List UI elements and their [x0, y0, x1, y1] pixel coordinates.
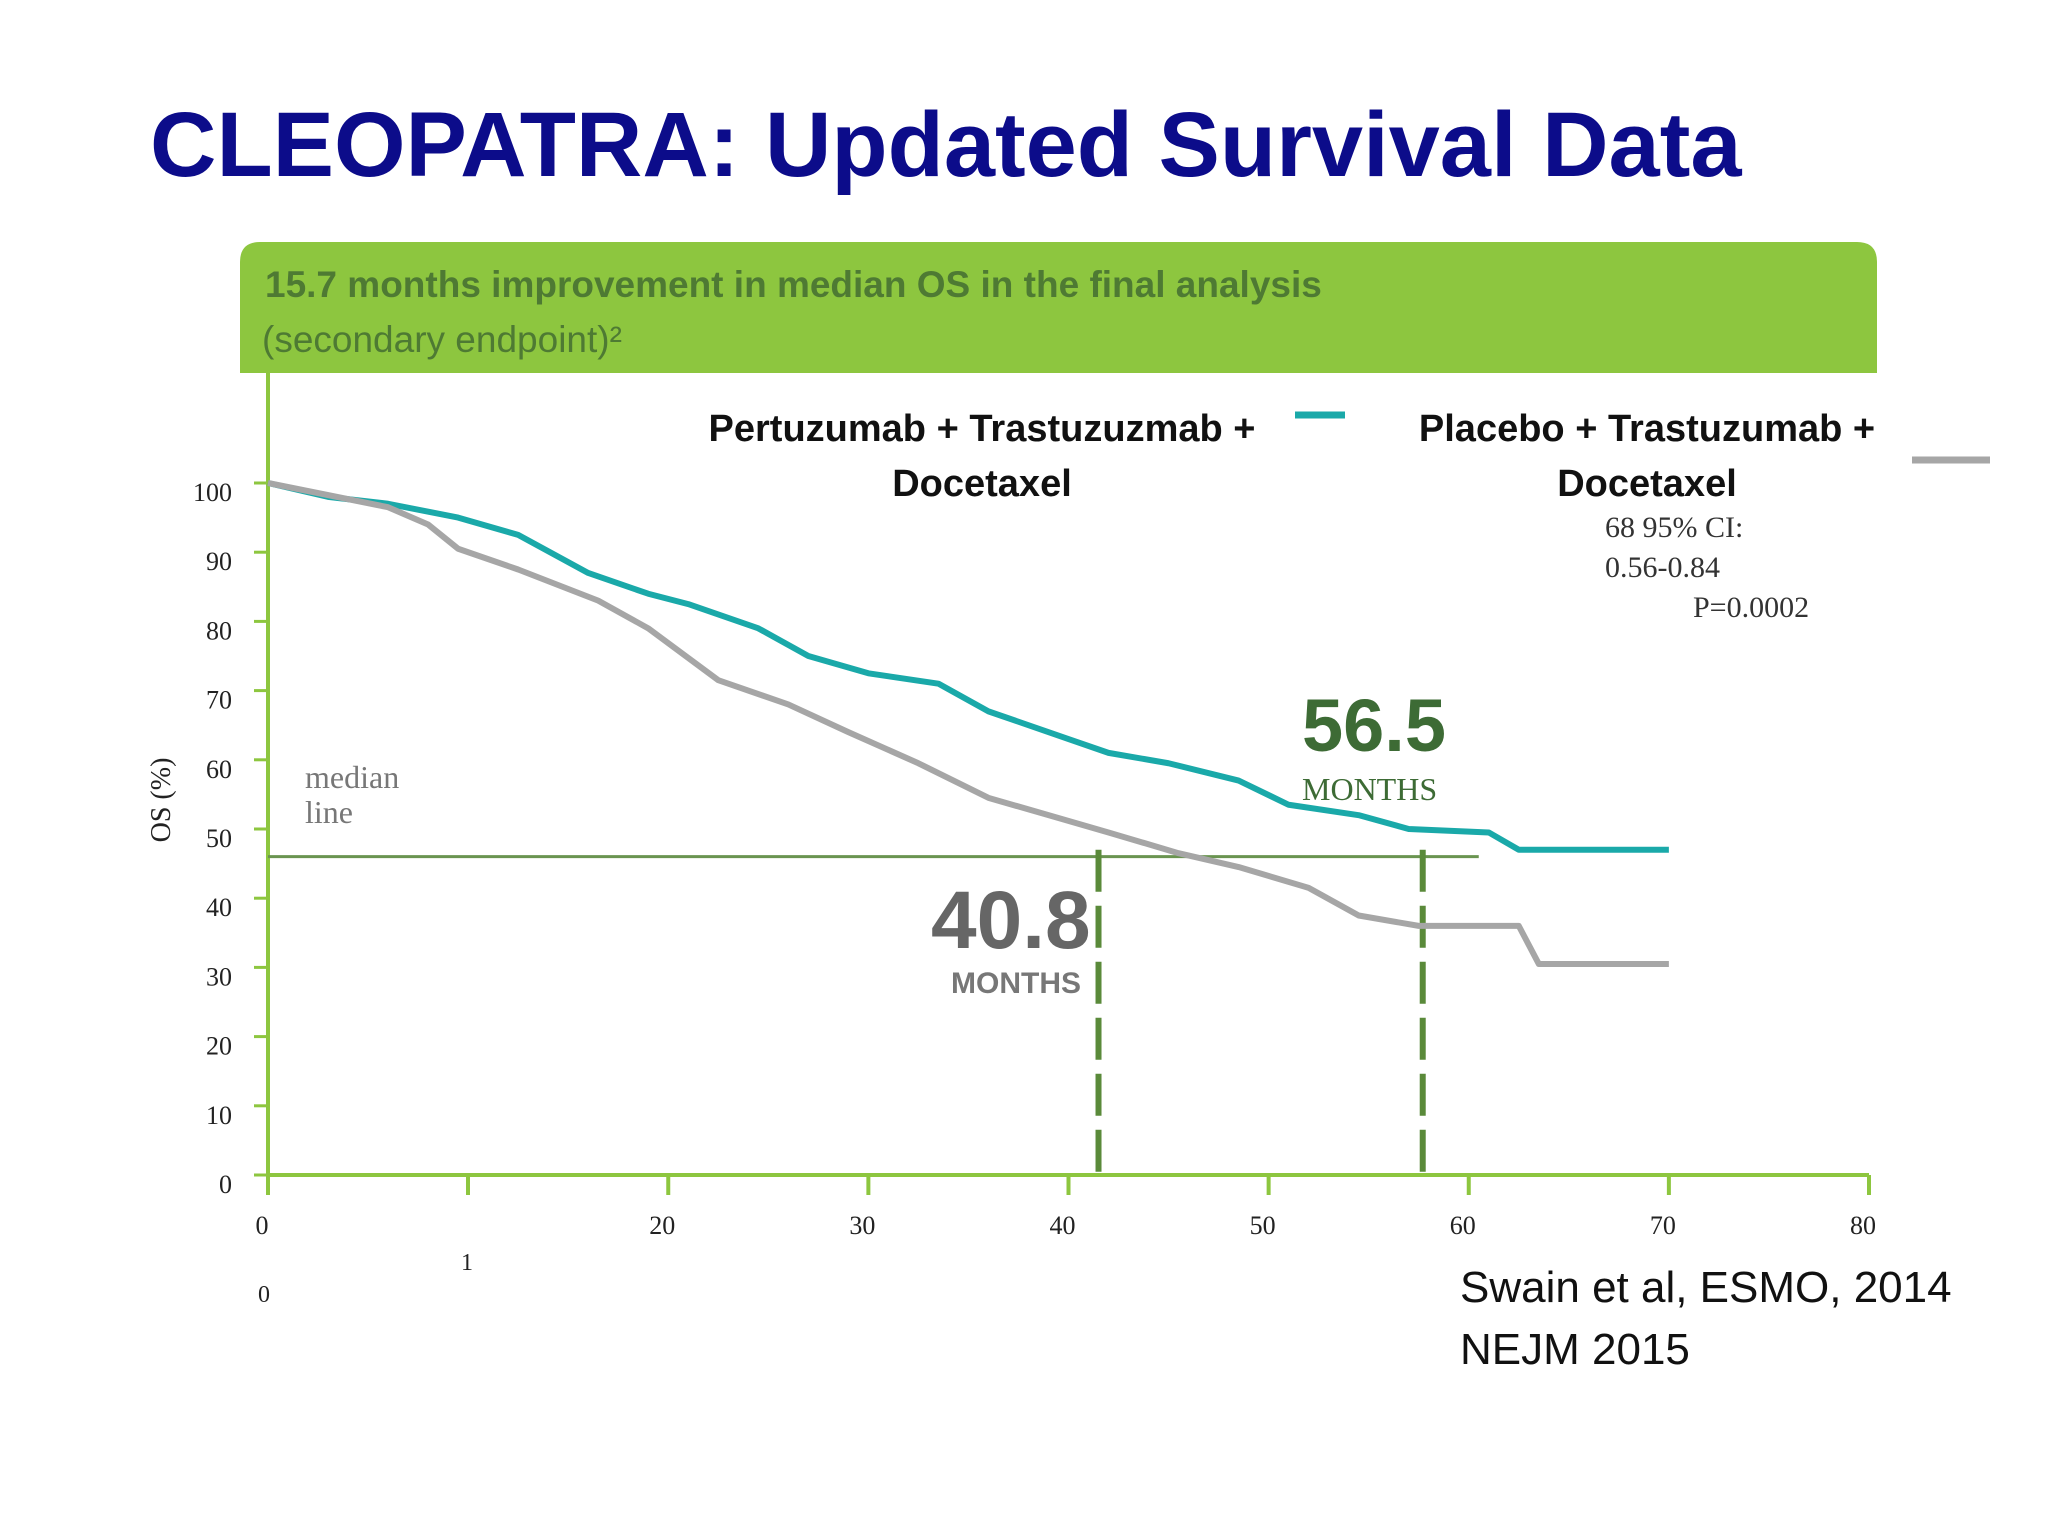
- annotation: 56.5: [1302, 684, 1446, 767]
- y-tick-label: 30: [206, 962, 232, 991]
- x-tick-label: 70: [1650, 1211, 1676, 1240]
- annotation: 40.8: [931, 875, 1091, 966]
- y-tick-label: 40: [206, 893, 232, 922]
- annotation: P=0.0002: [1693, 591, 1809, 624]
- y-tick-label: 60: [206, 755, 232, 784]
- annotation: MONTHS: [1302, 771, 1437, 807]
- legend-entry: Pertuzumab + Trastuzuzmab + Docetaxel: [708, 408, 1256, 505]
- x-tick-label: 20: [649, 1211, 675, 1240]
- x-tick-label: 30: [849, 1211, 875, 1240]
- annotation: 0.56-0.84: [1605, 551, 1720, 584]
- annotation: 0: [258, 1282, 270, 1308]
- x-tick-label: 80: [1850, 1211, 1876, 1240]
- y-axis-label: OS (%): [146, 758, 177, 843]
- y-tick-label: 20: [206, 1032, 232, 1061]
- slide-title: CLEOPATRA: Updated Survival Data: [150, 94, 1742, 196]
- banner-text: (secondary endpoint)²: [262, 319, 622, 360]
- y-tick-label: 10: [206, 1101, 232, 1130]
- y-tick-label: 70: [206, 686, 232, 715]
- annotation: 1: [461, 1250, 473, 1276]
- y-tick-label: 100: [193, 478, 232, 507]
- y-tick-label: 50: [206, 824, 232, 853]
- source-citation: NEJM 2015: [1460, 1325, 1690, 1374]
- banner: [240, 242, 1877, 373]
- x-tick-label: 50: [1250, 1211, 1276, 1240]
- x-tick-label: 0: [256, 1211, 269, 1240]
- annotation: median: [305, 759, 399, 795]
- survival-curve: [267, 480, 1669, 853]
- annotation: line: [305, 794, 353, 830]
- y-tick-label: 80: [206, 616, 232, 645]
- legend-entry: Placebo + Trastuzumab + Docetaxel: [1418, 408, 1876, 505]
- x-tick-label: 40: [1050, 1211, 1076, 1240]
- x-tick-label: 60: [1450, 1211, 1476, 1240]
- source-citation: Swain et al, ESMO, 2014: [1460, 1263, 1952, 1312]
- annotation: 68 95% CI:: [1605, 511, 1743, 544]
- annotation: MONTHS: [951, 967, 1081, 1000]
- y-tick-label: 90: [206, 547, 232, 576]
- y-tick-label: 0: [219, 1170, 232, 1199]
- banner-text: 15.7 months improvement in median OS in …: [265, 264, 1322, 305]
- survival-curve: [267, 480, 1669, 967]
